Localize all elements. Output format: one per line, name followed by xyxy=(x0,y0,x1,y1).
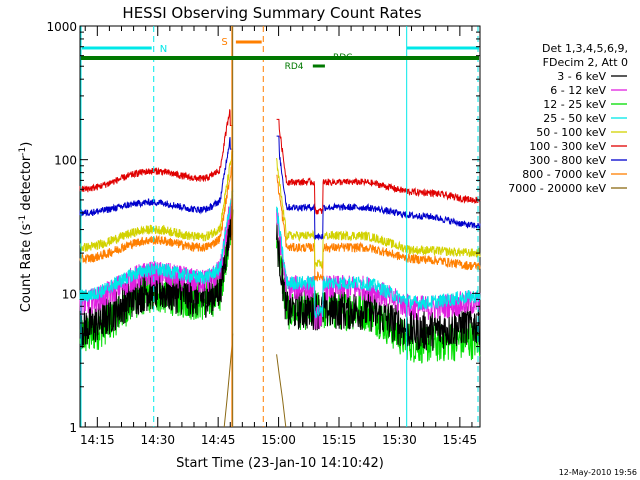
y-tick-label: 10 xyxy=(62,287,77,301)
series-line-s5-post xyxy=(276,157,481,270)
axes: 1 10 100 1000 14:15 14:30 14:45 15:00 15:15 15:30… xyxy=(46,20,480,447)
x-tick-label: 14:45 xyxy=(201,433,236,447)
x-tick-label: 14:15 xyxy=(80,433,115,447)
y-tick-label: 1 xyxy=(69,421,77,435)
x-tick-label: 15:30 xyxy=(382,433,417,447)
series-line-s1-pre xyxy=(79,202,234,349)
x-axis-label: Start Time (23-Jan-10 14:10:42) xyxy=(176,456,384,471)
timestamp: 12-May-2010 19:56 xyxy=(559,468,637,477)
x-tick-label: 15:00 xyxy=(261,433,296,447)
series-line-s9-post xyxy=(276,354,287,428)
chart-title: HESSI Observing Summary Count Rates xyxy=(122,4,421,22)
data-label-2: RD4 xyxy=(285,62,304,72)
series-line-s4-pre xyxy=(79,187,234,303)
legend-header: FDecim 2, Att 0 xyxy=(543,56,628,69)
y-axis-label: Count Rate (s-1 detector-1) xyxy=(18,142,34,313)
series-line-s6-pre xyxy=(79,109,233,193)
series-line-s7-post xyxy=(276,135,481,241)
legend-label: 300 - 800 keV xyxy=(529,154,606,167)
saa-label: N xyxy=(160,44,167,55)
legend-label: 100 - 300 keV xyxy=(529,140,606,153)
legend-label: 25 - 50 keV xyxy=(543,112,606,125)
plot-frame xyxy=(79,25,481,428)
legend-label: 6 - 12 keV xyxy=(550,84,606,97)
annotation-layer: N S RDC RD4 xyxy=(80,26,479,427)
series-line-s5-pre xyxy=(79,150,234,252)
legend-label: 3 - 6 keV xyxy=(557,70,606,83)
y-tick-label: 100 xyxy=(54,154,77,168)
flare-label: S xyxy=(221,37,227,48)
x-tick-label: 14:30 xyxy=(140,433,175,447)
y-tick-label: 1000 xyxy=(46,20,77,34)
legend-header: Det 1,3,4,5,6,9, xyxy=(542,42,628,55)
series-line-s8-post xyxy=(276,174,481,282)
series-lines xyxy=(79,109,481,428)
legend-label: 50 - 100 keV xyxy=(536,126,606,139)
data-label-1: RDC xyxy=(333,53,352,63)
x-tick-label: 15:15 xyxy=(322,433,357,447)
x-tick-label: 15:45 xyxy=(443,433,478,447)
series-line-s4-post xyxy=(276,206,481,319)
series-line-s6-post xyxy=(276,118,481,215)
legend-label: 800 - 7000 keV xyxy=(522,168,606,181)
series-line-s8-pre xyxy=(79,160,234,264)
legend-label: 12 - 25 keV xyxy=(543,98,606,111)
legend: Det 1,3,4,5,6,9,FDecim 2, Att 03 - 6 keV… xyxy=(508,42,628,195)
series-line-s1-post xyxy=(276,221,481,351)
legend-label: 7000 - 20000 keV xyxy=(508,182,606,195)
series-line-s7-pre xyxy=(79,137,233,217)
